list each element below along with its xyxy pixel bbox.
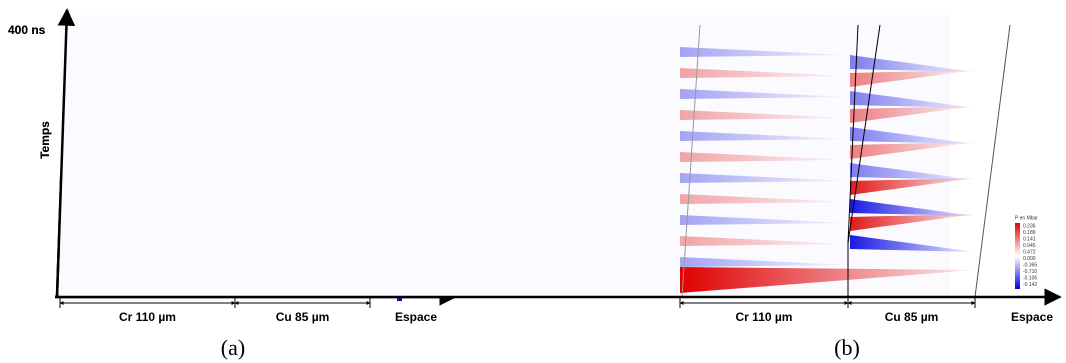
legend-label: -0.710 [1023,269,1037,275]
panel-b: 400 ns Temps Espace Cr 110 µm Cu 85 µm P en M… [8,8,1062,360]
x-axis-label: Espace [395,310,437,324]
legend-label: -0.142 [1023,282,1037,288]
pressure-band [680,131,850,141]
segment-label: Cu 85 µm [276,310,330,324]
legend-label: -0.106 [1023,275,1037,281]
legend-label: 0.472 [1023,249,1036,255]
pressure-band [680,173,850,183]
pressure-band [680,257,850,267]
segment-label: Cr 110 µm [119,310,176,324]
pressure-band [680,236,850,246]
x-axis-label: Espace [1011,310,1053,324]
boundary-line [847,24,859,244]
pressure-band [680,194,850,204]
pressure-band [680,110,850,120]
legend-label: 0.000 [1023,256,1036,262]
legend-label: 0.189 [1023,230,1036,236]
pressure-band [850,235,975,252]
pressure-band [680,68,850,78]
pressure-band [680,89,850,99]
pressure-band [850,142,975,159]
segment-label: Cu 85 µm [885,310,939,324]
pressure-band [850,178,975,195]
legend-label: 0.945 [1023,243,1036,249]
legend-label: 0.236 [1023,223,1036,229]
pressure-band [850,199,975,216]
field [60,15,950,297]
time-label: 400 ns [8,23,46,37]
y-axis-label: Temps [38,121,52,159]
pressure-band [850,91,975,108]
pressure-band [850,70,975,87]
boundary-line [974,24,1011,298]
y-axis-label: Temps [38,121,52,159]
colorbar [1015,223,1020,289]
pressure-band [850,106,975,123]
pressure-band [850,163,975,180]
legend-title: P en Mbar [1015,215,1038,221]
segment-label: Cr 110 µm [736,310,793,324]
time-label: 400 ns [8,23,46,37]
pressure-band [850,127,975,144]
legend-label: -0.365 [1023,262,1037,268]
boundary-line [681,24,701,298]
pressure-band [850,55,975,72]
pressure-band [850,214,975,231]
legend-label: 0.141 [1023,236,1036,242]
panel-caption: (a) [221,335,245,360]
pressure-band [680,152,850,162]
panel-caption: (b) [834,335,860,360]
pressure-band [680,267,975,293]
y-axis [55,8,76,298]
pressure-band [680,47,850,57]
boundary-line [847,24,881,244]
pressure-band [680,215,850,225]
